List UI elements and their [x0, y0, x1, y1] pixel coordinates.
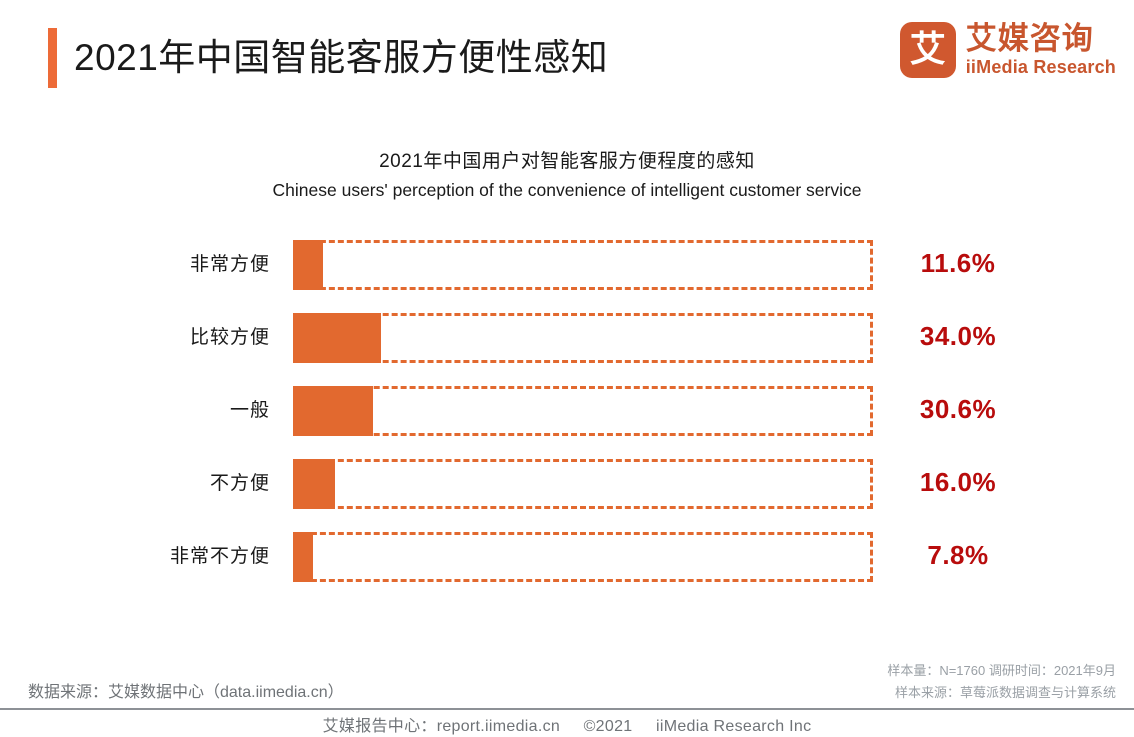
category-label: 一般: [229, 400, 270, 421]
footer-divider: [0, 708, 1134, 710]
value-label: 34.0%: [919, 321, 997, 351]
bar[interactable]: [293, 532, 314, 582]
bar-chart-plot: 非常方便 11.6% 比较方便 34.0% 一般 30.6% 不方便 16.0%…: [0, 240, 1134, 610]
bar-track: [293, 386, 873, 436]
bar[interactable]: [293, 313, 382, 363]
chart-row: 不方便 16.0%: [0, 459, 1134, 532]
brand-logo: 艾 艾媒咨询 iiMedia Research: [899, 22, 1116, 78]
bar-track: [293, 532, 873, 582]
value-label: 16.0%: [919, 467, 997, 497]
value-label: 7.8%: [927, 540, 989, 570]
chart-title-cn: 2021年中国用户对智能客服方便程度的感知: [379, 151, 755, 172]
company-text: iiMedia Research Inc: [655, 718, 812, 735]
chart-row: 比较方便 34.0%: [0, 313, 1134, 386]
page-header: 2021年中国智能客服方便性感知 艾 艾媒咨询 iiMedia Research: [0, 0, 1134, 112]
logo-name-en: iiMedia Research: [965, 57, 1116, 77]
chart-row: 非常不方便 7.8%: [0, 532, 1134, 605]
category-label: 不方便: [209, 473, 270, 494]
category-label: 非常方便: [189, 254, 270, 275]
bar-track: [293, 240, 873, 290]
value-label: 30.6%: [919, 394, 997, 424]
data-source-text: 数据来源：艾媒数据中心（data.iimedia.cn）: [28, 684, 344, 701]
sample-notes: 样本量：N=1760 调研时间：2021年9月 样本来源：草莓派数据调查与计算系…: [887, 660, 1116, 704]
chart-row: 非常方便 11.6%: [0, 240, 1134, 313]
logo-name-cn: 艾媒咨询: [965, 21, 1094, 56]
category-label: 非常不方便: [169, 546, 270, 567]
sample-source-line: 样本来源：草莓派数据调查与计算系统: [894, 685, 1116, 700]
title-accent-bar: [48, 28, 57, 88]
logo-mark-icon: 艾: [899, 22, 956, 78]
chart-row: 一般 30.6%: [0, 386, 1134, 459]
bar-track: [293, 459, 873, 509]
value-label: 11.6%: [920, 248, 996, 278]
copyright-text: ©2021: [583, 718, 633, 735]
bar[interactable]: [293, 386, 373, 436]
category-label: 比较方便: [189, 327, 270, 348]
sample-size-line: 样本量：N=1760 调研时间：2021年9月: [887, 663, 1116, 678]
logo-text: 艾媒咨询 iiMedia Research: [966, 22, 1116, 78]
bar[interactable]: [293, 459, 335, 509]
page-title: 2021年中国智能客服方便性感知: [74, 37, 609, 78]
bar[interactable]: [293, 240, 324, 290]
chart-title-en: Chinese users' perception of the conveni…: [272, 180, 862, 200]
footer-bar: 艾媒报告中心：report.iimedia.cn ©2021 iiMedia R…: [0, 712, 1134, 736]
report-center-link[interactable]: 艾媒报告中心：report.iimedia.cn: [322, 718, 561, 735]
